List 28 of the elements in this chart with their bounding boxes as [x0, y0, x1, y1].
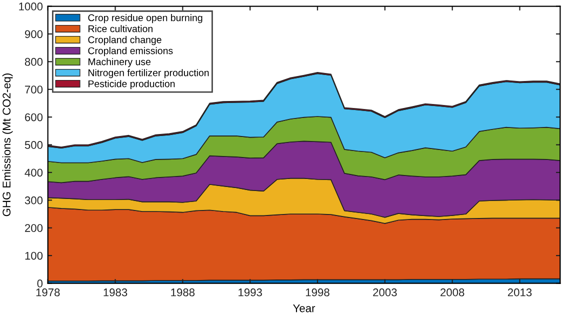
legend-label: Pesticide production: [88, 80, 175, 90]
legend-label: Rice cultivation: [88, 25, 152, 32]
x-tick-label: 1988: [171, 288, 195, 296]
y-tick-label: 100: [25, 252, 43, 260]
y-tick-label: 500: [24, 141, 43, 149]
y-tick-label: 0: [37, 280, 43, 288]
y-tick-label: 800: [24, 58, 43, 66]
x-tick-label: 1993: [238, 288, 262, 296]
legend-label: Cropland change: [88, 36, 162, 46]
x-tick-label: 1983: [104, 288, 128, 296]
y-axis-title: GHG Emissions (Mt CO2-eq): [2, 74, 13, 216]
y-tick-label: 900: [24, 30, 43, 38]
y-tick-label: 600: [25, 113, 43, 122]
legend-label: Cropland emissions: [88, 47, 173, 56]
x-tick-label: 2008: [440, 288, 464, 296]
y-tick-label: 700: [25, 86, 43, 94]
x-axis-title: Year: [293, 304, 316, 312]
legend-label: Crop residue open burning: [88, 14, 202, 24]
y-tick-label: 200: [25, 224, 43, 232]
y-tick-label: 1000: [19, 2, 43, 10]
legend-label: Nitrogen fertilizer production: [88, 69, 209, 78]
y-tick-label: 300: [24, 196, 43, 204]
x-tick-label: 1978: [36, 288, 60, 296]
x-tick-label: 2003: [373, 288, 397, 296]
x-tick-label: 2013: [508, 288, 532, 296]
y-tick-label: 400: [24, 168, 43, 177]
x-tick-label: 1998: [306, 288, 330, 296]
legend-label: Machinery use: [88, 58, 151, 68]
